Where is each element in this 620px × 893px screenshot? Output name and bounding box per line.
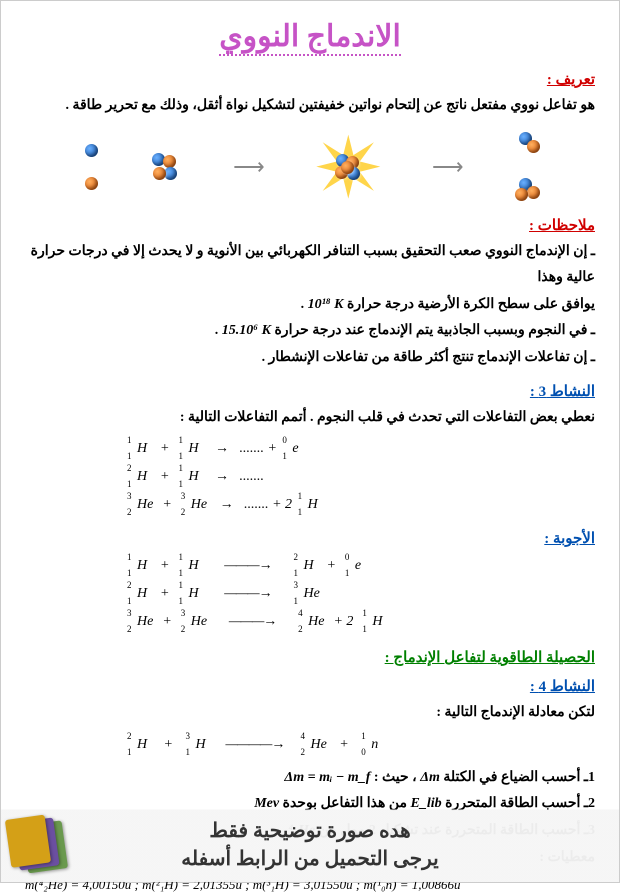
starburst-icon [316,135,380,199]
energy-heading: الحصيلة الطاقوية لتفاعل الإندماج : [25,648,595,667]
books-icon [5,816,68,879]
note-3: ـ إن تفاعلات الإندماج تنتج أكثر طاقة من … [25,345,595,372]
watermark-footer: هده صورة توضيحية فقط يرجى التحميل من الر… [1,808,619,882]
activity3-intro: نعطي بعض التفاعلات التي تحدث في قلب النج… [25,405,595,432]
note-1-line-a: ـ إن الإندماج النووي صعب التحقيق بسبب ال… [25,239,595,292]
activity4-heading: النشاط 4 : [25,677,595,696]
particle-icon [85,177,98,190]
particle-icon [85,144,98,157]
note-2: ـ في النجوم وبسبب الجاذبية يتم الإندماج … [25,318,595,345]
main-title-text: الاندماج النووي [219,19,401,56]
equation-row: 32He + 32He → ....... + 2 11H [125,491,595,519]
equation-row: 11H + 11H ———→ 21H + 01e [125,552,595,580]
answers-heading: الأجوبة : [25,529,595,548]
fusion-diagram: ⟶ ⟶ [25,130,595,204]
equation-row: 21H + 11H ———→ 31He [125,580,595,608]
equation-row: 21H + 31H ————→ 42He + 10n [125,731,595,759]
nucleus-icon [515,176,543,204]
equation-row: 32He + 32He ———→ 42He + 2 11H [125,608,595,636]
equation-row: 11H + 11H → ....... + 01e [125,435,595,463]
nucleus-icon [515,130,543,158]
answers-equations: 11H + 11H ———→ 21H + 01e 21H + 11H ———→ … [125,552,595,636]
reactants-group [515,130,543,204]
note-1-line-b: يوافق على سطح الكرة الأرضية درجة حرارة 1… [25,292,595,319]
activity3-equations: 11H + 11H → ....... + 01e 21H + 11H → ..… [125,435,595,519]
activity4-intro: لتكن معادلة الإندماج التالية : [25,700,595,727]
arrow-icon: ⟶ [432,154,464,180]
activity4-equation: 21H + 31H ————→ 42He + 10n [125,731,595,759]
nucleus-icon [149,151,181,183]
definition-text: هو تفاعل نووي مفتعل ناتج عن إلتحام نواتي… [25,93,595,120]
definition-heading: تعريف : [25,70,595,89]
products-group [85,144,98,190]
notes-heading: ملاحظات : [25,216,595,235]
activity3-heading: النشاط 3 : [25,382,595,401]
arrow-icon: ⟶ [233,154,265,180]
footer-text: هده صورة توضيحية فقط يرجى التحميل من الر… [181,817,438,873]
document-title: الاندماج النووي [25,19,595,56]
equation-row: 21H + 11H → ....... [125,463,595,491]
activity4-q1: 1ـ أحسب الضياع في الكتلة Δm ، حيث : Δm =… [25,765,595,792]
